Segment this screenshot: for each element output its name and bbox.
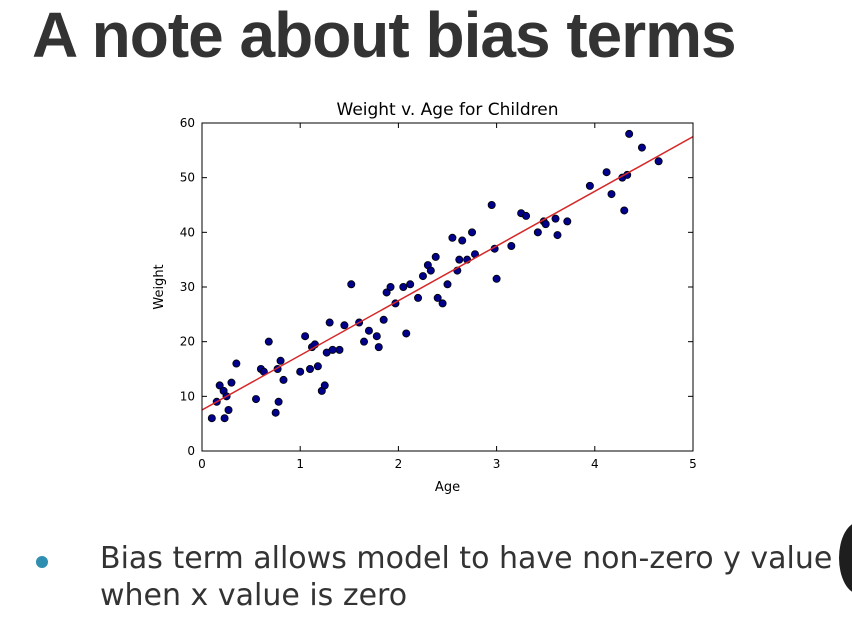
data-point [399, 282, 408, 291]
data-point [533, 228, 542, 237]
data-point [386, 282, 395, 291]
chart-title: Weight v. Age for Children [337, 100, 559, 120]
data-point [252, 395, 261, 404]
y-tick-label: 10 [180, 389, 195, 403]
data-point [607, 190, 616, 199]
data-point [431, 252, 440, 261]
data-point [426, 266, 435, 275]
data-point [325, 318, 334, 327]
data-point [522, 211, 531, 220]
data-point [360, 337, 369, 346]
x-tick-label: 0 [198, 457, 206, 471]
data-point [455, 255, 464, 264]
data-point [276, 356, 285, 365]
data-point [541, 220, 550, 229]
data-point [553, 231, 562, 240]
y-tick-label: 0 [187, 444, 195, 458]
data-point [224, 405, 233, 414]
data-point [602, 168, 611, 177]
data-point [313, 362, 322, 371]
y-tick-label: 60 [180, 116, 195, 130]
regression-line [202, 136, 693, 411]
data-point [347, 280, 356, 289]
data-point [551, 214, 560, 223]
data-point [458, 236, 467, 245]
data-point [328, 345, 337, 354]
y-tick-label: 50 [180, 171, 195, 185]
data-point [372, 332, 381, 341]
data-point [335, 345, 344, 354]
data-point [487, 201, 496, 210]
data-point [340, 321, 349, 330]
data-point [492, 274, 501, 283]
data-point [232, 359, 241, 368]
data-point [274, 397, 283, 406]
data-point [443, 280, 452, 289]
x-tick-label: 5 [689, 457, 697, 471]
data-point [507, 241, 516, 250]
data-point [625, 129, 634, 138]
slide-title: A note about bias terms [32, 0, 737, 71]
data-point [207, 414, 216, 423]
data-point [563, 217, 572, 226]
presenter-video-blob [839, 522, 852, 594]
data-point [433, 293, 442, 302]
bullet-line-1: Bias term allows model to have non-zero … [100, 541, 833, 576]
y-tick-label: 40 [180, 225, 195, 239]
bullet-text: Bias term allows model to have non-zero … [100, 540, 850, 614]
data-point [406, 280, 415, 289]
data-point [654, 157, 663, 166]
data-point [279, 375, 288, 384]
data-point [271, 408, 280, 417]
y-tick-label: 20 [180, 335, 195, 349]
data-point [379, 315, 388, 324]
y-tick-label: 30 [180, 280, 195, 294]
data-point [364, 326, 373, 335]
data-point [448, 233, 457, 242]
data-point [306, 364, 315, 373]
data-point [637, 143, 646, 152]
bullet-line-2: when x value is zero [100, 578, 408, 613]
bullet-dot [36, 556, 48, 568]
data-point [296, 367, 305, 376]
x-tick-label: 1 [296, 457, 304, 471]
data-point [402, 329, 411, 338]
data-point [227, 378, 236, 387]
data-point [585, 181, 594, 190]
data-point [438, 299, 447, 308]
data-point [220, 414, 229, 423]
data-point [374, 343, 383, 352]
data-point [468, 228, 477, 237]
x-tick-label: 4 [591, 457, 599, 471]
x-tick-label: 3 [493, 457, 501, 471]
data-point [264, 337, 273, 346]
x-axis-label: Age [435, 480, 460, 495]
data-point [301, 332, 310, 341]
data-point [382, 288, 391, 297]
data-point [320, 381, 329, 390]
y-axis-label: Weight [152, 264, 167, 309]
x-tick-label: 2 [395, 457, 403, 471]
data-point [414, 293, 423, 302]
data-point [418, 272, 427, 281]
data-point [215, 381, 224, 390]
data-point [620, 206, 629, 215]
